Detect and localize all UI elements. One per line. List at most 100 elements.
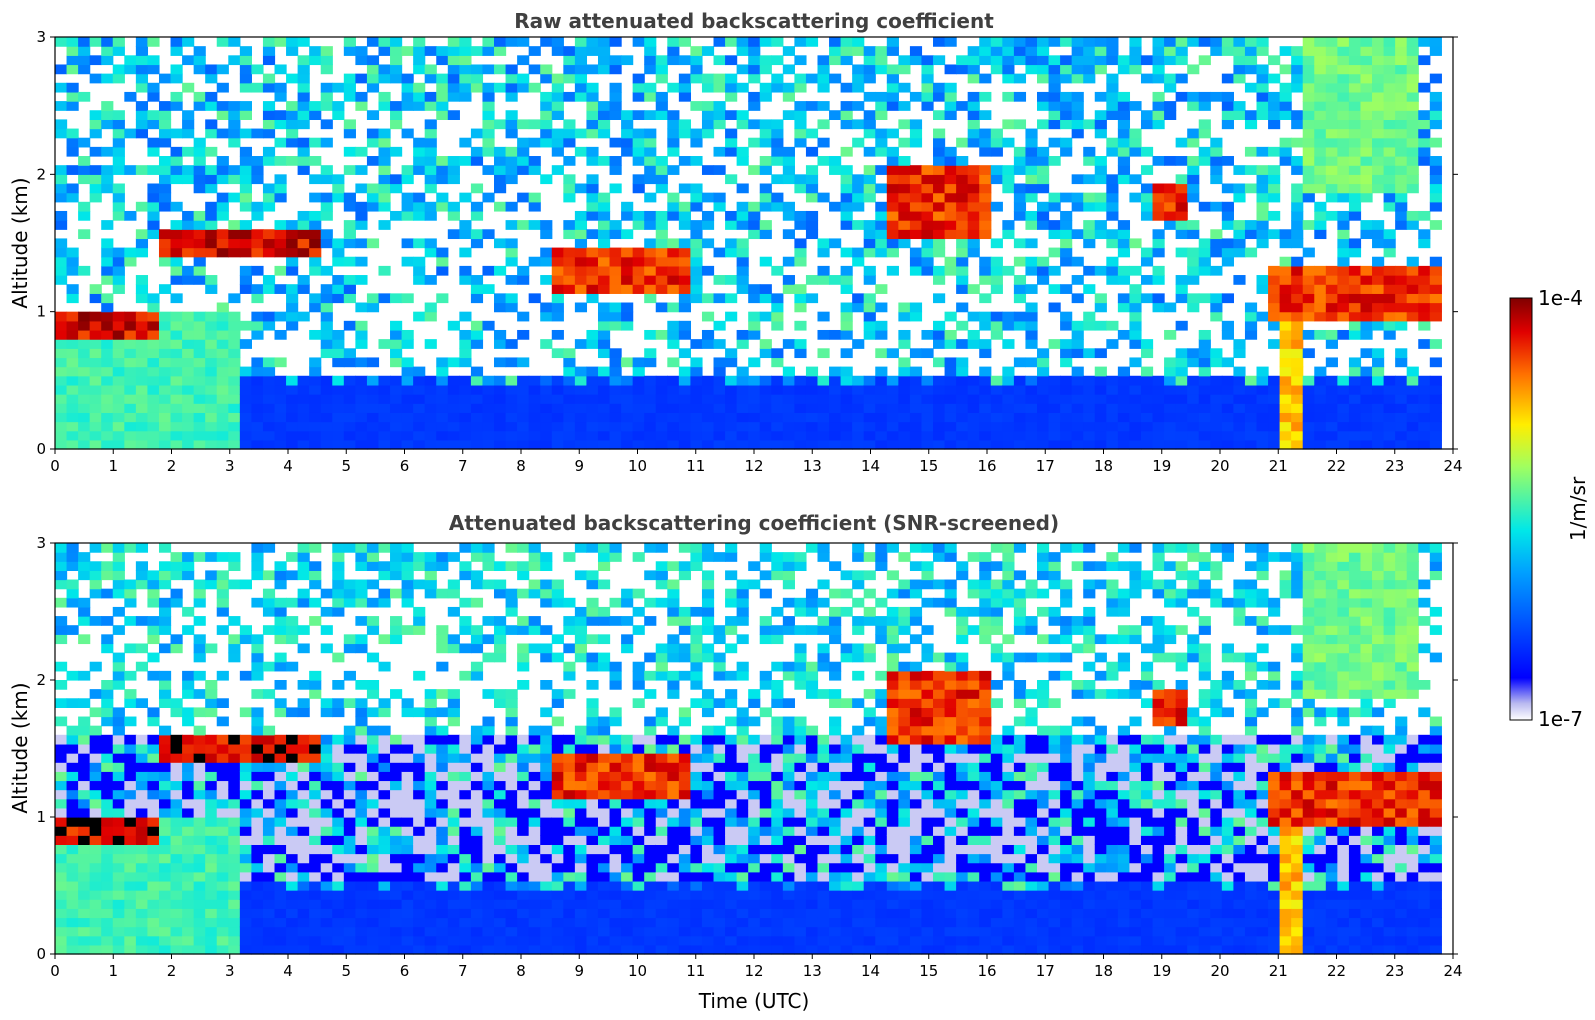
heatmap-cell [990, 284, 1003, 294]
heatmap-cell [736, 421, 749, 432]
heatmap-cell [1210, 421, 1223, 432]
heatmap-cell [286, 753, 299, 763]
heatmap-cell [1187, 183, 1200, 194]
heatmap-cell [89, 37, 102, 47]
heatmap-cell [967, 165, 980, 175]
heatmap-cell [1037, 256, 1050, 267]
heatmap-cell [170, 46, 183, 56]
heatmap-cell [1418, 229, 1431, 240]
heatmap-cell [817, 412, 830, 423]
heatmap-cell [470, 890, 484, 900]
heatmap-cell [990, 37, 1003, 47]
heatmap-cell [205, 128, 218, 139]
heatmap-cell [170, 201, 183, 212]
heatmap-cell [459, 880, 472, 891]
heatmap-cell [216, 835, 229, 845]
heatmap-cell [482, 880, 495, 891]
heatmap-cell [193, 926, 206, 937]
heatmap-cell [124, 579, 137, 590]
heatmap-cell [1429, 137, 1442, 148]
heatmap-cell [66, 64, 79, 75]
heatmap-cell [1279, 339, 1292, 349]
heatmap-cell [644, 265, 657, 276]
heatmap-cell [309, 174, 322, 185]
heatmap-cell [1325, 439, 1338, 450]
heatmap-cell [1279, 421, 1292, 432]
heatmap-cell [1256, 421, 1269, 432]
heatmap-cell [251, 570, 264, 581]
heatmap-cell [216, 311, 229, 322]
heatmap-cell [655, 302, 668, 313]
heatmap-cell [55, 412, 68, 423]
heatmap-cell [182, 826, 195, 836]
heatmap-cell [216, 101, 229, 111]
heatmap-cell [1094, 439, 1107, 450]
heatmap-cell [447, 156, 460, 166]
heatmap-cell [216, 844, 229, 855]
heatmap-cell [309, 680, 322, 690]
heatmap-cell [1233, 46, 1246, 56]
heatmap-cell [690, 430, 703, 441]
heatmap-cell [1129, 64, 1142, 75]
heatmap-cell [1337, 55, 1350, 66]
heatmap-cell [944, 412, 957, 423]
heatmap-cell [216, 588, 229, 599]
heatmap-cell [170, 293, 183, 304]
heatmap-cell [158, 597, 172, 608]
heatmap-cell [366, 625, 380, 635]
heatmap-cell [401, 826, 414, 836]
heatmap-cell [366, 384, 380, 395]
heatmap-cell [574, 64, 588, 75]
heatmap-cell [101, 110, 114, 120]
heatmap-cell [112, 339, 125, 349]
heatmap-cell [112, 844, 125, 855]
heatmap-cell [55, 348, 68, 359]
heatmap-cell [447, 798, 460, 809]
heatmap-cell [1117, 174, 1131, 185]
heatmap-cell [794, 174, 807, 185]
heatmap-cell [1106, 201, 1119, 212]
heatmap-cell [1337, 210, 1350, 221]
heatmap-cell [1037, 275, 1050, 285]
heatmap-cell [424, 394, 437, 404]
heatmap-cell [1060, 73, 1073, 84]
heatmap-cell [251, 82, 264, 93]
heatmap-cell [170, 862, 183, 873]
heatmap-cell [274, 743, 287, 754]
heatmap-cell [158, 247, 172, 258]
heatmap-cell [701, 293, 715, 304]
heatmap-cell [158, 944, 172, 955]
heatmap-cell [505, 201, 518, 212]
heatmap-cell [228, 634, 241, 645]
heatmap-cell [736, 220, 749, 230]
heatmap-cell [563, 375, 576, 386]
heatmap-cell [979, 46, 992, 56]
heatmap-cell [216, 807, 229, 818]
heatmap-cell [563, 183, 576, 194]
heatmap-cell [1106, 46, 1119, 56]
heatmap-cell [1002, 73, 1015, 84]
heatmap-cell [297, 412, 310, 423]
heatmap-cell [898, 229, 911, 240]
heatmap-cell [228, 926, 241, 937]
heatmap-cell [574, 146, 588, 157]
heatmap-cell [436, 375, 449, 386]
heatmap-cell [262, 146, 276, 157]
heatmap-cell [447, 689, 460, 699]
heatmap-cell [632, 110, 645, 120]
heatmap-cell [1221, 73, 1234, 84]
heatmap-cell [505, 91, 518, 102]
heatmap-cell [112, 625, 125, 635]
heatmap-cell [1117, 165, 1131, 175]
heatmap-cell [1187, 275, 1200, 285]
heatmap-cell [135, 561, 149, 571]
heatmap-cell [205, 853, 218, 864]
heatmap-cell [378, 375, 391, 386]
heatmap-cell [1233, 183, 1246, 194]
heatmap-cell [886, 46, 899, 56]
heatmap-cell [1291, 165, 1304, 175]
x-tick-label: 18 [1094, 457, 1113, 475]
heatmap-cell [863, 421, 876, 432]
heatmap-cell [990, 265, 1003, 276]
panel-raw: Raw attenuated backscattering coefficien… [8, 9, 1463, 475]
